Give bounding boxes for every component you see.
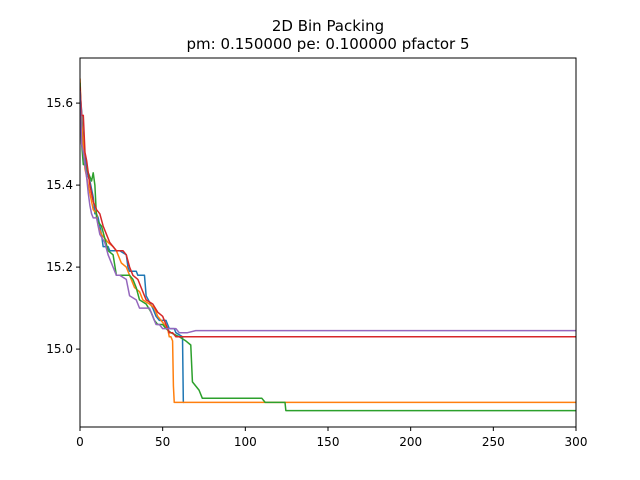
series-line-2: [80, 78, 576, 404]
x-tick-label: 200: [399, 435, 422, 449]
y-axis: 15.0 15.2 15.4 15.6: [46, 96, 80, 356]
y-tick-label: 15.2: [46, 260, 73, 274]
x-tick-label: 300: [565, 435, 588, 449]
x-tick-label: 50: [155, 435, 170, 449]
x-tick-label: 0: [76, 435, 84, 449]
chart-subtitle: pm: 0.150000 pe: 0.100000 pfactor 5: [187, 35, 470, 53]
series-line-5: [80, 90, 576, 334]
plot-frame: [79, 57, 577, 428]
y-tick-label: 15.0: [46, 342, 73, 356]
x-tick-label: 150: [317, 435, 340, 449]
y-tick-label: 15.6: [46, 96, 73, 110]
chart-title: 2D Bin Packing: [272, 17, 384, 35]
series-line-4: [80, 86, 576, 338]
series-layer: [80, 78, 576, 412]
y-tick-label: 15.4: [46, 178, 73, 192]
x-axis: 0 50 100 150 200 250 300: [76, 427, 587, 449]
x-tick-label: 250: [482, 435, 505, 449]
x-tick-label: 100: [234, 435, 257, 449]
